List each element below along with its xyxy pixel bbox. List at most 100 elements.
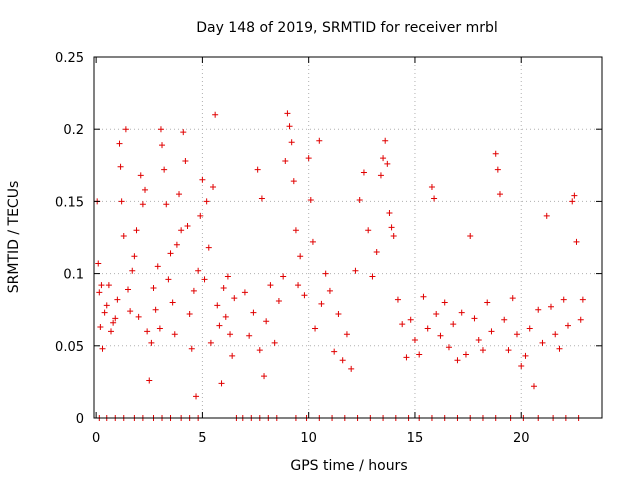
data-point: [494, 166, 501, 173]
data-point: [184, 222, 191, 229]
data-point: [471, 315, 478, 322]
data-point: [377, 172, 384, 179]
data-point: [286, 123, 293, 130]
data-point: [535, 306, 542, 313]
data-point: [496, 191, 503, 198]
data-point: [112, 315, 119, 322]
data-point: [144, 328, 151, 335]
data-point: [282, 157, 289, 164]
data-point: [348, 365, 355, 372]
data-point: [467, 233, 474, 240]
data-point: [331, 348, 338, 355]
data-point: [571, 192, 578, 199]
data-point: [250, 309, 257, 316]
data-point: [241, 289, 248, 296]
data-point: [120, 233, 127, 240]
data-point: [165, 276, 172, 283]
data-point: [163, 201, 170, 208]
data-point: [411, 337, 418, 344]
data-point: [135, 313, 142, 320]
chart-title: Day 148 of 2019, SRMTID for receiver mrb…: [196, 20, 498, 36]
data-point: [433, 311, 440, 318]
data-point: [108, 328, 115, 335]
data-point: [114, 296, 121, 303]
data-point: [513, 331, 520, 338]
data-point: [369, 273, 376, 280]
data-point: [577, 316, 584, 323]
data-point: [479, 347, 486, 354]
data-point: [167, 250, 174, 257]
data-point: [210, 183, 217, 190]
data-point: [445, 344, 452, 351]
data-point: [171, 331, 178, 338]
data-point: [343, 331, 350, 338]
data-point: [484, 299, 491, 306]
data-point: [431, 195, 438, 202]
data-point: [458, 309, 465, 316]
data-point: [407, 316, 414, 323]
data-point: [222, 313, 229, 320]
data-point: [188, 345, 195, 352]
data-point: [218, 380, 225, 387]
data-point: [275, 298, 282, 305]
data-point: [256, 347, 263, 354]
data-point: [227, 331, 234, 338]
y-axis-label: SRMTID / TECUs: [6, 181, 22, 294]
data-point: [148, 339, 155, 346]
data-point: [207, 339, 214, 346]
data-point: [131, 253, 138, 260]
data-point: [301, 292, 308, 299]
data-point: [560, 296, 567, 303]
data-point: [97, 324, 104, 331]
data-point: [522, 352, 529, 359]
data-point: [205, 244, 212, 251]
data-point: [322, 270, 329, 277]
data-point: [180, 129, 187, 136]
data-point: [365, 227, 372, 234]
data-point: [556, 345, 563, 352]
data-point: [450, 321, 457, 328]
data-point: [352, 267, 359, 274]
data-point: [373, 248, 380, 255]
data-point: [197, 212, 204, 219]
data-point: [564, 322, 571, 329]
data-point: [105, 282, 112, 289]
data-point: [530, 383, 537, 390]
data-point: [280, 273, 287, 280]
data-point: [360, 169, 367, 176]
y-tick-label: 0.05: [55, 340, 84, 355]
data-point: [307, 196, 314, 203]
data-point: [316, 137, 323, 144]
data-point: [258, 195, 265, 202]
data-point: [416, 351, 423, 358]
data-point: [133, 227, 140, 234]
data-point: [152, 306, 159, 313]
data-point: [214, 302, 221, 309]
data-point: [539, 339, 546, 346]
x-tick-label: 15: [407, 431, 424, 446]
data-point: [129, 267, 136, 274]
data-point: [403, 354, 410, 361]
data-point: [462, 351, 469, 358]
data-point: [201, 276, 208, 283]
data-point: [295, 282, 302, 289]
data-point: [288, 139, 295, 146]
data-point: [339, 357, 346, 364]
data-point: [305, 155, 312, 162]
data-point: [428, 183, 435, 190]
data-point: [169, 299, 176, 306]
data-point: [382, 137, 389, 144]
data-point: [356, 196, 363, 203]
x-axis-label: GPS time / hours: [290, 458, 407, 474]
x-tick-label: 10: [300, 431, 317, 446]
data-point: [284, 110, 291, 117]
data-point: [326, 287, 333, 294]
x-axis-ticks: 0 5 10 15 20: [92, 57, 530, 446]
y-tick-label: 0.15: [55, 195, 84, 210]
data-point: [475, 337, 482, 344]
data-point: [95, 260, 102, 267]
data-point: [176, 191, 183, 198]
data-point: [186, 311, 193, 318]
data-point: [579, 296, 586, 303]
